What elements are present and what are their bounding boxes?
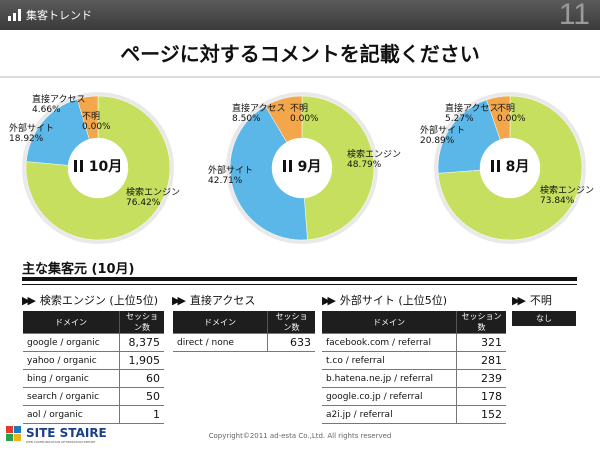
category-referral: ▶▶ 外部サイト (上位5位): [322, 294, 447, 307]
category-search: ▶▶ 検索エンジン (上位5位): [22, 294, 158, 307]
donut-svg: [434, 92, 586, 244]
double-arrow-icon: ▶▶: [172, 294, 186, 307]
row-sessions: 8,375: [119, 333, 164, 352]
table-row: search / organic 50: [23, 387, 164, 406]
donut-month-label: 8月: [430, 156, 590, 176]
col-sessions: セッション数: [456, 311, 506, 334]
copyright: Copyright©2011 ad-esta Co.,Ltd. All righ…: [208, 432, 392, 440]
row-domain: t.co / referral: [322, 351, 457, 370]
label-referral-aug: 外部サイト 20.89%: [420, 126, 466, 146]
col-domain: ドメイン: [23, 311, 120, 334]
site-staire-logo: SITE STAIRE WEB COMMUNICATION OPTIMIZATI…: [6, 424, 156, 448]
bar-chart-icon: [8, 9, 22, 21]
unknown-sources-table: なし: [512, 311, 576, 326]
table-row: yahoo / organic 1,905: [23, 351, 164, 370]
sources-divider-thick: [22, 277, 577, 281]
label-referral-oct: 外部サイト 18.92%: [9, 124, 55, 144]
page-title: ページに対するコメントを記載ください: [120, 42, 480, 66]
header-bar: 集客トレンド 11: [0, 0, 600, 31]
pause-icon: [73, 160, 83, 172]
label-unknown-oct: 不明 0.00%: [82, 112, 111, 132]
row-sessions: 152: [456, 405, 506, 424]
pause-icon: [490, 160, 500, 172]
row-domain: direct / none: [173, 333, 268, 352]
table-row: google / organic 8,375: [23, 333, 164, 352]
donut-chart-september: 9月: [222, 88, 382, 248]
label-unknown-sep: 不明 0.00%: [290, 104, 319, 124]
donut-chart-august: 8月: [430, 88, 590, 248]
referral-sources-table: ドメイン セッション数 facebook.com / referral 321 t…: [322, 311, 506, 424]
label-direct-aug: 直接アクセス 5.27%: [445, 104, 499, 124]
donut-hole: [272, 138, 332, 198]
donut-hole: [68, 138, 128, 198]
col-none: なし: [512, 311, 576, 326]
sources-divider-thin: [22, 284, 577, 285]
row-domain: search / organic: [23, 387, 120, 406]
donut-svg: [226, 92, 378, 244]
table-row: direct / none 633: [173, 333, 315, 352]
label-search-sep: 検索エンジン 48.79%: [347, 150, 402, 170]
row-domain: yahoo / organic: [23, 351, 120, 370]
row-sessions: 50: [119, 387, 164, 406]
row-sessions: 239: [456, 369, 506, 388]
row-domain: a2i.jp / referral: [322, 405, 457, 424]
label-unknown-aug: 不明 0.00%: [497, 104, 526, 124]
donut-svg: [22, 92, 174, 244]
row-sessions: 321: [456, 333, 506, 352]
row-domain: google / organic: [23, 333, 120, 352]
label-search-oct: 検索エンジン 76.42%: [126, 188, 181, 208]
double-arrow-icon: ▶▶: [322, 294, 336, 307]
table-row: facebook.com / referral 321: [322, 333, 506, 352]
double-arrow-icon: ▶▶: [22, 294, 36, 307]
row-sessions: 60: [119, 369, 164, 388]
donut-month-label: 10月: [18, 156, 178, 176]
row-domain: aol / organic: [23, 405, 120, 424]
row-domain: b.hatena.ne.jp / referral: [322, 369, 457, 388]
row-sessions: 1,905: [119, 351, 164, 370]
logo-mark-icon: [6, 426, 22, 442]
col-sessions: セッション数: [267, 311, 315, 334]
col-domain: ドメイン: [173, 311, 268, 334]
donut-hole: [480, 138, 540, 198]
table-row: a2i.jp / referral 152: [322, 405, 506, 424]
row-domain: google.co.jp / referral: [322, 387, 457, 406]
table-row: bing / organic 60: [23, 369, 164, 388]
section-label: 集客トレンド: [26, 9, 92, 22]
row-domain: bing / organic: [23, 369, 120, 388]
category-unknown: ▶▶ 不明: [512, 294, 552, 307]
row-sessions: 281: [456, 351, 506, 370]
label-search-aug: 検索エンジン 73.84%: [540, 186, 595, 206]
row-sessions: 633: [267, 333, 315, 352]
donut-month-label: 9月: [222, 156, 382, 176]
title-divider: [0, 76, 600, 78]
search-sources-table: ドメイン セッション数 google / organic 8,375 yahoo …: [23, 311, 164, 424]
table-row: aol / organic 1: [23, 405, 164, 424]
direct-sources-table: ドメイン セッション数 direct / none 633: [173, 311, 315, 352]
label-direct-oct: 直接アクセス 4.66%: [32, 95, 86, 115]
table-row: b.hatena.ne.jp / referral 239: [322, 369, 506, 388]
table-row: google.co.jp / referral 178: [322, 387, 506, 406]
pause-icon: [282, 160, 292, 172]
row-domain: facebook.com / referral: [322, 333, 457, 352]
donut-chart-october: 10月: [18, 88, 178, 248]
category-direct: ▶▶ 直接アクセス: [172, 294, 256, 307]
label-direct-sep: 直接アクセス 8.50%: [232, 104, 286, 124]
row-sessions: 1: [119, 405, 164, 424]
page-number: 11: [558, 0, 590, 31]
row-sessions: 178: [456, 387, 506, 406]
table-row: t.co / referral 281: [322, 351, 506, 370]
sources-title: 主な集客元 (10月): [22, 262, 135, 277]
label-referral-sep: 外部サイト 42.71%: [208, 166, 254, 186]
double-arrow-icon: ▶▶: [512, 294, 526, 307]
col-sessions: セッション数: [119, 311, 164, 334]
col-domain: ドメイン: [322, 311, 457, 334]
